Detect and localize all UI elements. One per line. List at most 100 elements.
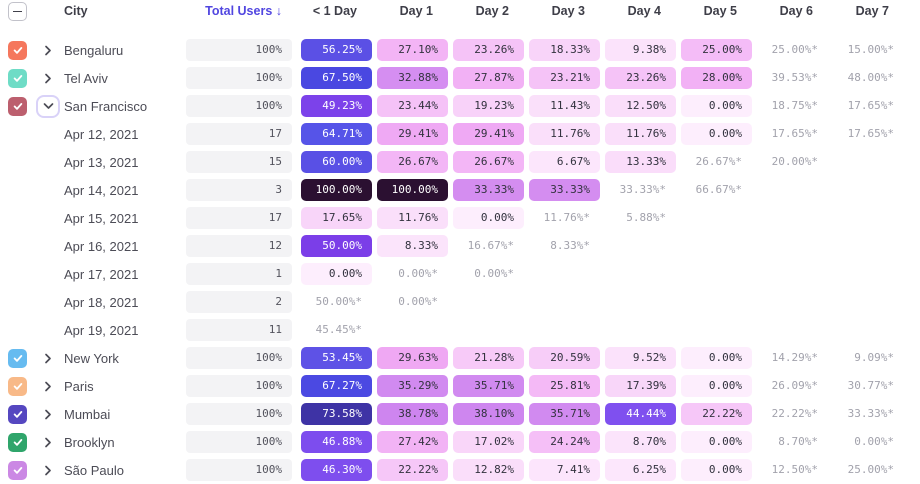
retention-value[interactable]: 0.00% [453, 207, 524, 229]
retention-value[interactable]: 22.22% [377, 459, 448, 481]
retention-value[interactable]: 29.41% [453, 123, 524, 145]
expand-chevron-button[interactable] [39, 349, 57, 367]
retention-value[interactable]: 26.67% [453, 151, 524, 173]
row-checkbox[interactable] [8, 40, 27, 60]
retention-value[interactable]: 7.41% [529, 459, 600, 481]
retention-value[interactable]: 0.00% [301, 263, 372, 285]
retention-value[interactable]: 23.26% [605, 67, 676, 89]
retention-value[interactable]: 11.76% [377, 207, 448, 229]
expand-chevron-button[interactable] [39, 433, 57, 451]
retention-value[interactable]: 25.81% [529, 375, 600, 397]
column-header-day7[interactable]: Day 7 [855, 4, 889, 18]
expand-chevron-button[interactable] [39, 405, 57, 423]
retention-value[interactable]: 0.00% [681, 347, 752, 369]
retention-value[interactable]: 17.02% [453, 431, 524, 453]
column-header-city[interactable]: City [64, 4, 88, 18]
expand-chevron-button[interactable] [39, 69, 57, 87]
retention-value[interactable]: 27.42% [377, 431, 448, 453]
row-checkbox[interactable] [8, 376, 27, 396]
column-header-day2[interactable]: Day 2 [475, 4, 509, 18]
retention-value[interactable]: 46.30% [301, 459, 372, 481]
row-checkbox[interactable] [8, 404, 27, 424]
retention-value[interactable]: 25.00% [681, 39, 752, 61]
retention-value[interactable]: 23.21% [529, 67, 600, 89]
retention-value[interactable]: 0.00% [681, 431, 752, 453]
retention-value[interactable]: 27.87% [453, 67, 524, 89]
minus-icon [13, 10, 22, 12]
retention-value[interactable]: 35.29% [377, 375, 448, 397]
retention-value[interactable]: 32.88% [377, 67, 448, 89]
retention-value[interactable]: 44.44% [605, 403, 676, 425]
row-checkbox[interactable] [8, 96, 27, 116]
retention-value[interactable]: 56.25% [301, 39, 372, 61]
retention-value[interactable]: 26.67% [377, 151, 448, 173]
retention-value[interactable]: 27.10% [377, 39, 448, 61]
retention-value[interactable]: 35.71% [453, 375, 524, 397]
retention-value[interactable]: 53.45% [301, 347, 372, 369]
retention-value[interactable]: 0.00% [681, 459, 752, 481]
retention-value[interactable]: 0.00% [681, 123, 752, 145]
retention-value[interactable]: 100.00% [301, 179, 372, 201]
retention-value[interactable]: 11.43% [529, 95, 600, 117]
retention-value[interactable]: 49.23% [301, 95, 372, 117]
retention-value[interactable]: 6.67% [529, 151, 600, 173]
retention-value[interactable]: 17.65% [301, 207, 372, 229]
retention-value[interactable]: 12.82% [453, 459, 524, 481]
expand-chevron-button[interactable] [39, 461, 57, 479]
retention-value[interactable]: 21.28% [453, 347, 524, 369]
retention-value[interactable]: 0.00% [681, 375, 752, 397]
row-checkbox[interactable] [8, 460, 27, 480]
retention-value[interactable]: 0.00% [681, 95, 752, 117]
retention-value[interactable]: 23.26% [453, 39, 524, 61]
total-users-value: 100% [186, 459, 292, 481]
retention-value[interactable]: 100.00% [377, 179, 448, 201]
retention-value[interactable]: 11.76% [529, 123, 600, 145]
column-header-day4[interactable]: Day 4 [627, 4, 661, 18]
retention-value[interactable]: 64.71% [301, 123, 372, 145]
city-name: Tel Aviv [64, 70, 108, 86]
retention-value[interactable]: 29.63% [377, 347, 448, 369]
retention-value-partial: 15.00%* [847, 43, 894, 56]
column-header-day3[interactable]: Day 3 [551, 4, 585, 18]
row-checkbox[interactable] [8, 432, 27, 452]
retention-value[interactable]: 11.76% [605, 123, 676, 145]
retention-value[interactable]: 24.24% [529, 431, 600, 453]
retention-value[interactable]: 50.00% [301, 235, 372, 257]
retention-value[interactable]: 9.52% [605, 347, 676, 369]
retention-value[interactable]: 17.39% [605, 375, 676, 397]
column-header-total-users[interactable]: Total Users ↓ [205, 4, 282, 18]
retention-value[interactable]: 60.00% [301, 151, 372, 173]
retention-value[interactable]: 38.10% [453, 403, 524, 425]
retention-value[interactable]: 35.71% [529, 403, 600, 425]
retention-value[interactable]: 12.50% [605, 95, 676, 117]
retention-value[interactable]: 67.50% [301, 67, 372, 89]
retention-value[interactable]: 23.44% [377, 95, 448, 117]
retention-value[interactable]: 33.33% [453, 179, 524, 201]
retention-value[interactable]: 46.88% [301, 431, 372, 453]
column-header-day5[interactable]: Day 5 [703, 4, 737, 18]
collapse-chevron-button[interactable] [36, 94, 60, 118]
retention-value[interactable]: 8.33% [377, 235, 448, 257]
retention-value[interactable]: 6.25% [605, 459, 676, 481]
select-all-checkbox[interactable] [8, 1, 27, 21]
retention-value[interactable]: 20.59% [529, 347, 600, 369]
expand-chevron-button[interactable] [39, 377, 57, 395]
row-checkbox[interactable] [8, 68, 27, 88]
column-header-day6[interactable]: Day 6 [779, 4, 813, 18]
column-header-lt1day[interactable]: < 1 Day [312, 4, 357, 18]
retention-value[interactable]: 9.38% [605, 39, 676, 61]
retention-value[interactable]: 38.78% [377, 403, 448, 425]
retention-value[interactable]: 28.00% [681, 67, 752, 89]
retention-value[interactable]: 13.33% [605, 151, 676, 173]
retention-value[interactable]: 29.41% [377, 123, 448, 145]
retention-value[interactable]: 33.33% [529, 179, 600, 201]
retention-value[interactable]: 22.22% [681, 403, 752, 425]
retention-value[interactable]: 19.23% [453, 95, 524, 117]
row-checkbox[interactable] [8, 348, 27, 368]
retention-value[interactable]: 18.33% [529, 39, 600, 61]
retention-value[interactable]: 73.58% [301, 403, 372, 425]
retention-value[interactable]: 67.27% [301, 375, 372, 397]
expand-chevron-button[interactable] [39, 41, 57, 59]
column-header-day1[interactable]: Day 1 [399, 4, 433, 18]
retention-value[interactable]: 8.70% [605, 431, 676, 453]
